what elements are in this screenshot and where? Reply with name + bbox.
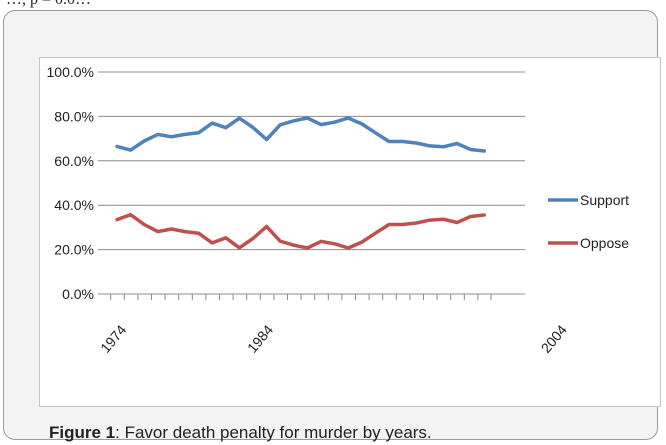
x-tick-label: 1974: [97, 322, 129, 356]
chart-panel: [39, 57, 661, 407]
x-tick-label: 2004: [538, 322, 570, 356]
caption-label: Figure 1: [49, 423, 116, 442]
x-tick-label: 1984: [244, 322, 276, 356]
series-line-support: [115, 116, 486, 153]
top-text-fragment: …, p = 0.0…: [6, 0, 91, 9]
y-tick-label: 40.0%: [54, 197, 94, 213]
legend-label-oppose: Oppose: [580, 235, 629, 251]
y-tick-label: 0.0%: [62, 286, 94, 302]
series-line-oppose: [115, 212, 486, 250]
legend-label-support: Support: [580, 192, 629, 208]
y-tick-label: 60.0%: [54, 153, 94, 169]
y-tick-label: 80.0%: [54, 108, 94, 124]
figure-caption: Figure 1: Favor death penalty for murder…: [49, 423, 432, 443]
caption-text: : Favor death penalty for murder by year…: [115, 423, 432, 442]
y-tick-label: 20.0%: [54, 242, 94, 258]
y-tick-label: 100.0%: [47, 64, 94, 80]
figure-frame: Figure 1: Favor death penalty for murder…: [3, 10, 661, 443]
